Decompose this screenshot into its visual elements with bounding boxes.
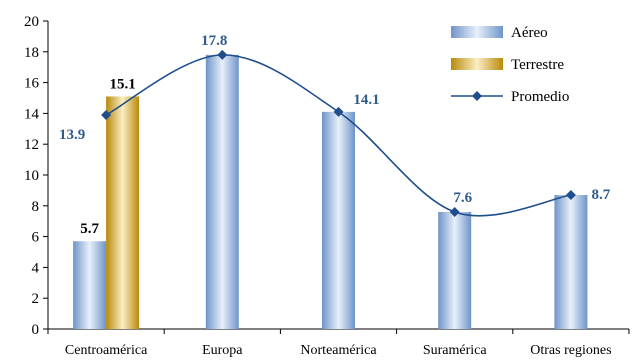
promedio-label: 14.1 xyxy=(353,92,379,108)
x-tick-label: Europa xyxy=(202,343,243,358)
y-tick-label: 0 xyxy=(32,322,40,338)
bar-aereo xyxy=(73,241,107,329)
promedio-label: 13.9 xyxy=(59,127,85,143)
legend-swatch-aereo xyxy=(451,26,503,38)
y-tick-label: 14 xyxy=(24,106,40,122)
legend-label-aereo: Aéreo xyxy=(511,25,548,41)
legend-marker-promedio xyxy=(472,91,482,101)
bar-aereo xyxy=(554,195,588,329)
y-tick-label: 4 xyxy=(32,260,40,276)
promedio-marker xyxy=(449,206,460,217)
promedio-label: 8.7 xyxy=(592,187,611,203)
axes: 0 2 4 6 8 10 12 14 16 18 20 Centroamérica Europa Nort… xyxy=(24,14,630,358)
y-tick-label: 2 xyxy=(32,291,40,307)
legend-swatch-terrestre xyxy=(451,58,503,70)
data-labels: 5.7 15.1 13.9 17.8 14.1 7.6 8.7 xyxy=(59,33,611,237)
x-tick-label: Norteamérica xyxy=(300,343,377,358)
bar-aereo-label: 5.7 xyxy=(80,221,99,237)
bar-aereo xyxy=(205,54,239,329)
legend-label-terrestre: Terrestre xyxy=(511,57,564,73)
promedio-label: 7.6 xyxy=(453,190,472,206)
x-tick-label: Centroamérica xyxy=(65,343,148,358)
bar-terrestre-label: 15.1 xyxy=(109,76,135,92)
legend-label-promedio: Promedio xyxy=(511,89,569,105)
promedio-label: 17.8 xyxy=(201,33,227,49)
y-tick-label: 18 xyxy=(24,45,39,61)
y-tick-label: 10 xyxy=(24,168,39,184)
promedio-marker xyxy=(565,190,576,201)
bars xyxy=(73,54,588,330)
promedio-marker xyxy=(217,49,228,60)
x-tick-label: Otras regiones xyxy=(530,343,611,358)
average-line xyxy=(101,49,576,217)
y-tick-label: 20 xyxy=(24,14,39,30)
x-tick-label: Suramérica xyxy=(423,343,488,358)
bar-terrestre xyxy=(106,96,140,330)
legend: Aéreo Terrestre Promedio xyxy=(451,25,569,105)
y-tick-label: 12 xyxy=(24,137,39,153)
y-tick-label: 16 xyxy=(24,76,40,92)
promedio-marker xyxy=(333,106,344,117)
y-tick-label: 6 xyxy=(32,230,40,246)
y-tick-label: 8 xyxy=(32,199,40,215)
bar-aereo xyxy=(438,211,472,329)
bar-aereo xyxy=(322,111,355,329)
promedio-marker xyxy=(101,109,112,120)
